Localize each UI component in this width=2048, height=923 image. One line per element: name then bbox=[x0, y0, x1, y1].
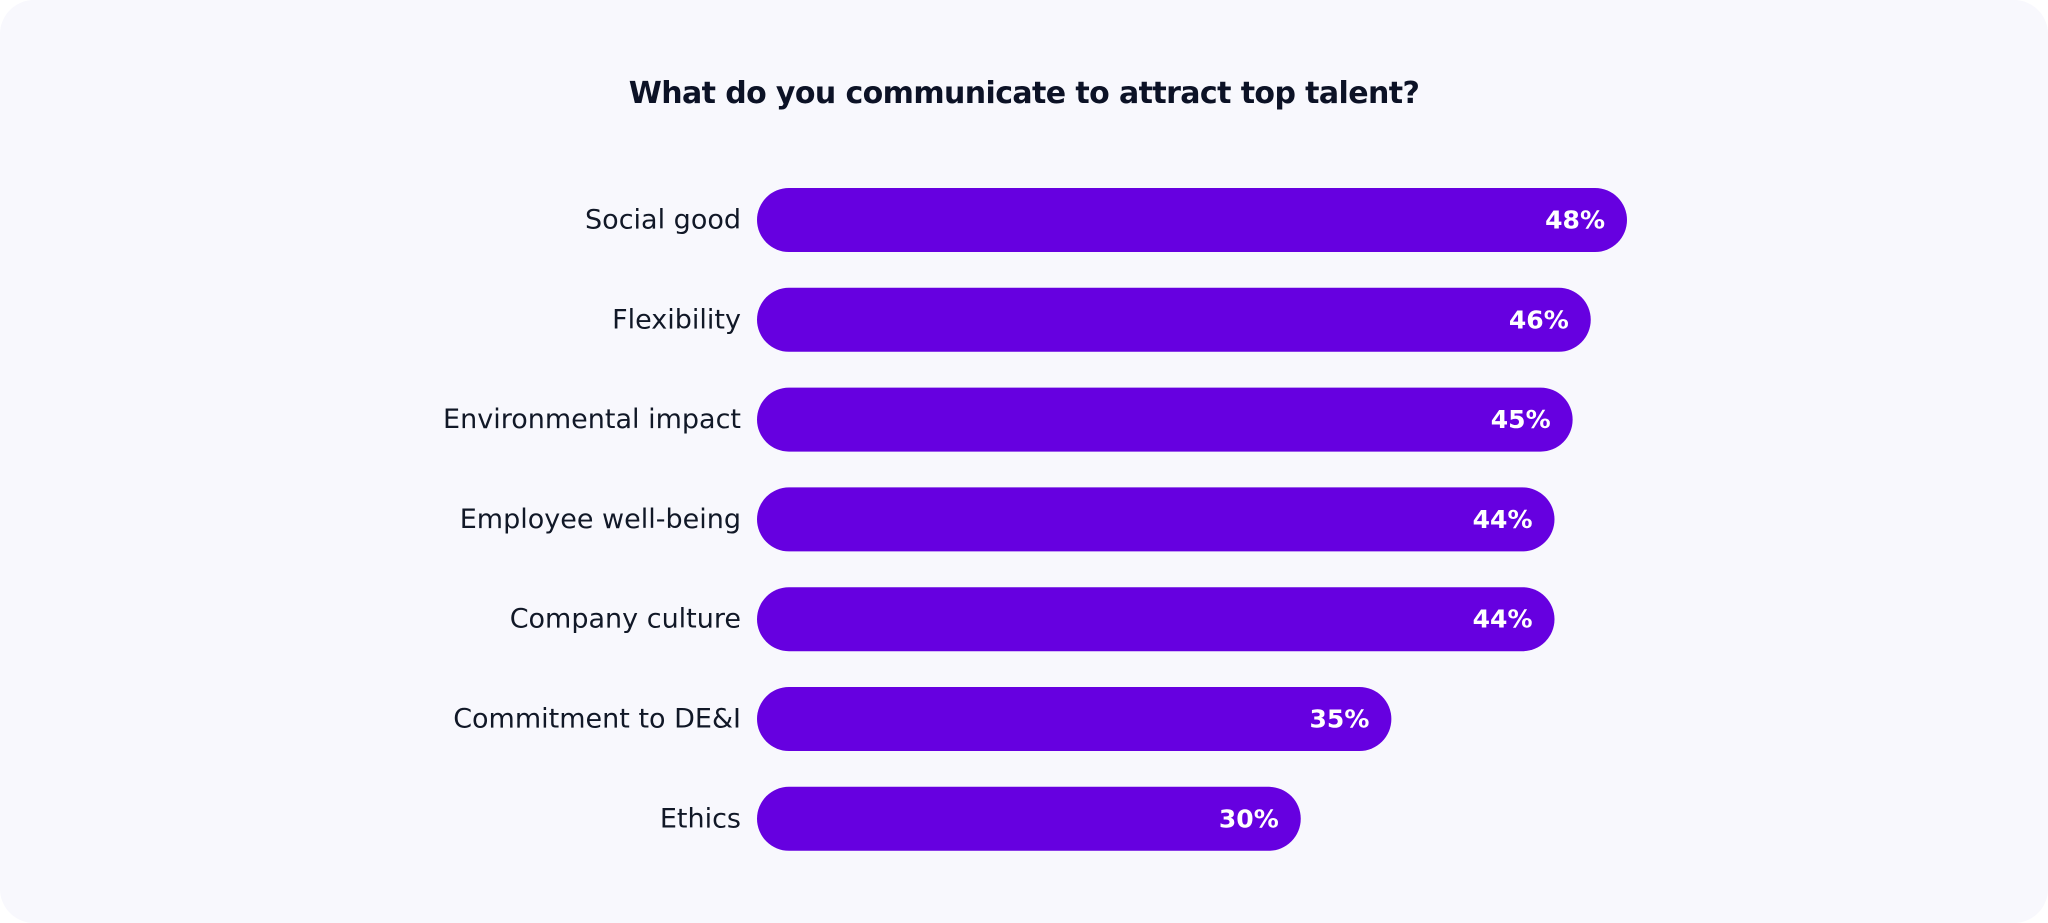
value-label: 44% bbox=[1473, 605, 1533, 634]
category-label: Flexibility bbox=[612, 304, 741, 335]
value-label: 48% bbox=[1545, 206, 1605, 235]
bar-row: Social good 48% bbox=[585, 188, 1627, 252]
bar bbox=[757, 587, 1555, 652]
value-label: 46% bbox=[1509, 305, 1569, 334]
bar-row: Commitment to DE&I 35% bbox=[453, 687, 1392, 751]
bar bbox=[757, 387, 1573, 452]
bar-row: Company culture 44% bbox=[510, 587, 1555, 652]
category-label: Employee well-being bbox=[460, 504, 741, 535]
category-label: Company culture bbox=[510, 604, 741, 635]
bars-layer: Social good 48% Flexibility 46% Environmenta… bbox=[443, 188, 1627, 851]
category-label: Commitment to DE&I bbox=[453, 704, 741, 735]
value-label: 44% bbox=[1473, 505, 1533, 534]
category-label: Social good bbox=[585, 205, 741, 236]
bar-row: Environmental impact 45% bbox=[443, 387, 1573, 452]
category-label: Environmental impact bbox=[443, 404, 741, 435]
bar bbox=[757, 287, 1591, 352]
value-label: 30% bbox=[1219, 804, 1279, 833]
bar bbox=[757, 687, 1392, 751]
bar-row: Flexibility 46% bbox=[612, 287, 1591, 352]
value-label: 45% bbox=[1491, 405, 1551, 434]
bar bbox=[757, 188, 1627, 252]
chart-title: What do you communicate to attract top t… bbox=[628, 76, 1420, 111]
bar bbox=[757, 487, 1555, 552]
bar-row: Ethics 30% bbox=[660, 786, 1301, 851]
category-label: Ethics bbox=[660, 803, 741, 834]
value-label: 35% bbox=[1310, 705, 1370, 734]
bar bbox=[757, 786, 1301, 851]
bar-row: Employee well-being 44% bbox=[460, 487, 1555, 552]
